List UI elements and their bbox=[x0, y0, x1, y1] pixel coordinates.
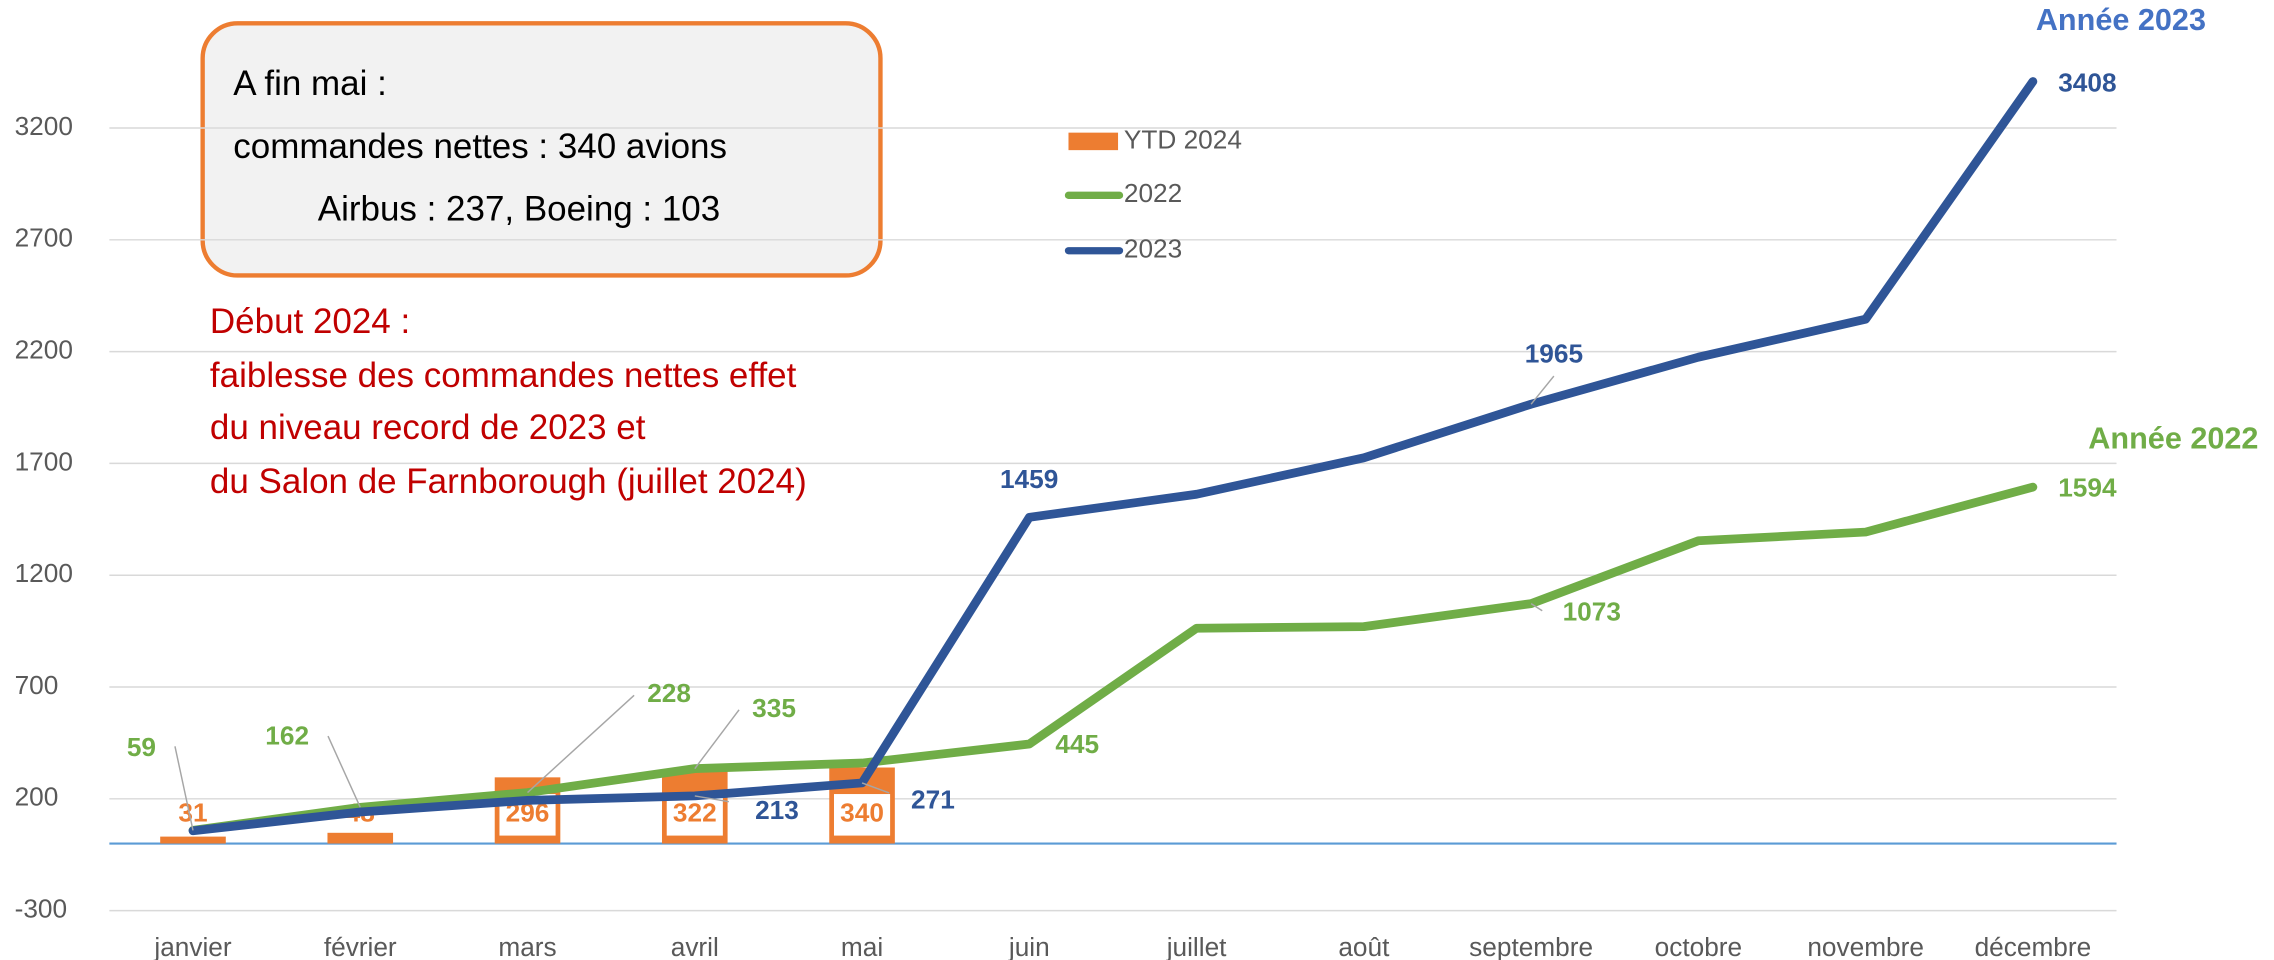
y-tick-label: 200 bbox=[15, 782, 59, 812]
value-label: 1594 bbox=[2058, 473, 2117, 503]
value-label: 1073 bbox=[1563, 597, 1621, 627]
value-label: 59 bbox=[127, 732, 156, 762]
value-label: 1459 bbox=[1000, 464, 1058, 494]
legend-label: 2022 bbox=[1124, 178, 1182, 208]
bar bbox=[160, 836, 226, 844]
value-label: 162 bbox=[265, 720, 309, 750]
note-line: du niveau record de 2023 et bbox=[210, 408, 646, 447]
bar bbox=[327, 832, 394, 844]
x-tick-label: septembre bbox=[1469, 932, 1593, 960]
value-label: 228 bbox=[647, 678, 691, 708]
info-box bbox=[200, 21, 883, 278]
y-tick-label: 2200 bbox=[15, 335, 73, 365]
box-line: Airbus : 237, Boeing : 103 bbox=[318, 190, 720, 229]
y-tick-label: 1200 bbox=[15, 558, 73, 588]
y-tick-label: -300 bbox=[15, 894, 67, 924]
y-tick-label: 3200 bbox=[15, 111, 73, 141]
leader-line bbox=[861, 782, 890, 794]
bar-value-label: 322 bbox=[673, 798, 717, 828]
x-tick-label: janvier bbox=[153, 932, 232, 960]
y-tick-label: 2700 bbox=[15, 223, 73, 253]
x-tick-label: août bbox=[1338, 932, 1390, 960]
leader-line bbox=[174, 746, 194, 831]
value-label: 3408 bbox=[2058, 67, 2116, 97]
x-tick-label: octobre bbox=[1655, 932, 1742, 960]
leader-line bbox=[1530, 375, 1555, 405]
legend-swatch bbox=[1068, 132, 1119, 151]
y-tick-label: 1700 bbox=[15, 446, 73, 476]
line-series bbox=[188, 77, 2038, 836]
x-tick-label: mai bbox=[841, 932, 883, 960]
x-tick-label: juin bbox=[1008, 932, 1050, 960]
leader-line bbox=[327, 735, 361, 808]
x-tick-label: avril bbox=[671, 932, 719, 960]
value-label: 445 bbox=[1055, 729, 1099, 759]
value-label: 213 bbox=[755, 795, 799, 825]
series-tag: Année 2023 bbox=[2036, 3, 2206, 37]
box-line: commandes nettes : 340 avions bbox=[233, 127, 727, 166]
note-line: Début 2024 : bbox=[210, 302, 410, 341]
bar-label-box bbox=[831, 791, 893, 838]
x-tick-label: juillet bbox=[1166, 932, 1227, 960]
leader-line bbox=[694, 709, 740, 770]
y-tick-label: 700 bbox=[15, 670, 59, 700]
line-series bbox=[188, 482, 2038, 835]
bar-value-label: 340 bbox=[840, 798, 884, 828]
box-line: A fin mai : bbox=[233, 64, 387, 103]
note-line: du Salon de Farnborough (juillet 2024) bbox=[210, 462, 807, 501]
x-tick-label: février bbox=[324, 932, 397, 960]
leader-line bbox=[527, 694, 635, 794]
bar-value-label: 31 bbox=[178, 798, 207, 828]
series-tag: Année 2022 bbox=[2088, 421, 2258, 455]
x-tick-label: mars bbox=[498, 932, 556, 960]
value-label: 271 bbox=[911, 785, 955, 815]
x-tick-label: décembre bbox=[1975, 932, 2092, 960]
legend-label: YTD 2024 bbox=[1124, 124, 1242, 154]
value-label: 1965 bbox=[1525, 339, 1583, 369]
legend-label: 2023 bbox=[1124, 234, 1182, 264]
leader-line bbox=[694, 795, 729, 803]
note-line: faiblesse des commandes nettes effet bbox=[210, 356, 797, 395]
leader-line bbox=[1530, 602, 1543, 612]
value-label: 335 bbox=[752, 693, 796, 723]
x-tick-label: novembre bbox=[1807, 932, 1924, 960]
